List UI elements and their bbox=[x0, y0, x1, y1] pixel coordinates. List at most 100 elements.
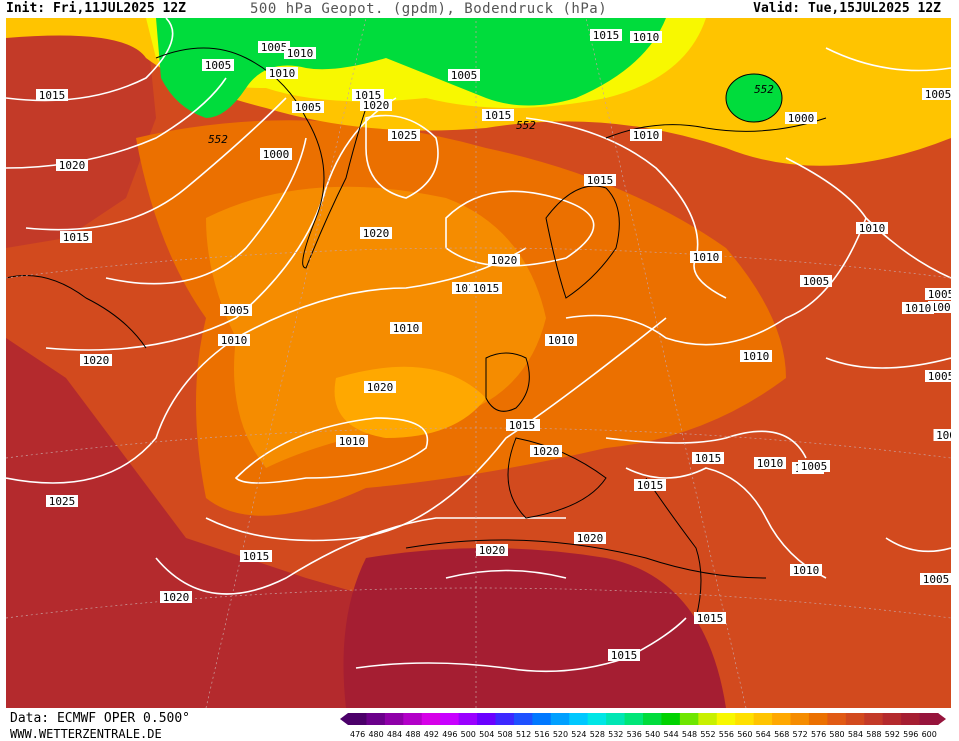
isobar-label: 1005 bbox=[223, 304, 250, 317]
isobar-label-box bbox=[36, 89, 68, 101]
colorbar-tick-label: 544 bbox=[663, 730, 678, 739]
isobar-label: 1010 bbox=[393, 322, 420, 335]
isobar bbox=[785, 157, 951, 279]
isobar-label-box bbox=[160, 591, 192, 603]
isobar bbox=[525, 117, 727, 299]
isobar-label-box bbox=[46, 495, 78, 507]
geopotential-label: 552 bbox=[516, 119, 536, 132]
valid-time: Valid: Tue,15JUL2025 12Z bbox=[753, 1, 941, 16]
isobar-label: 1015 bbox=[63, 231, 90, 244]
colorbar-swatch bbox=[348, 713, 367, 725]
isobar-label-box bbox=[922, 88, 951, 100]
colorbar-tick-label: 500 bbox=[461, 730, 476, 739]
colorbar-tick-label: 600 bbox=[922, 730, 937, 739]
isobar-label: 1000 bbox=[788, 112, 815, 125]
colorbar-swatch bbox=[864, 713, 884, 725]
isobar-label-box bbox=[902, 302, 934, 314]
isobar-label-box bbox=[284, 47, 316, 59]
isobar-label: 1020 bbox=[83, 354, 110, 367]
isobar-label-box bbox=[352, 89, 384, 101]
colorbar-tick-label: 588 bbox=[866, 730, 881, 739]
init-time: Init: Fri,11JUL2025 12Z bbox=[6, 1, 187, 16]
isobar-label-box bbox=[448, 69, 480, 81]
colorbar-swatch bbox=[808, 713, 828, 725]
isobar bbox=[105, 137, 307, 285]
isobar bbox=[825, 357, 951, 369]
arctic-coast bbox=[605, 117, 827, 139]
colorbar-tick-label: 476 bbox=[350, 730, 365, 739]
isobar-label-box bbox=[800, 275, 832, 287]
data-source: Data: ECMWF OPER 0.500° bbox=[10, 711, 191, 726]
isobar-label-box bbox=[506, 419, 538, 431]
isobar-label: 1010 bbox=[221, 334, 248, 347]
isobar-label: 100 bbox=[936, 429, 951, 442]
isobar-label-box bbox=[790, 564, 822, 576]
isobar-label-box bbox=[390, 322, 422, 334]
isobar-label: 1010 bbox=[743, 350, 770, 363]
isobar-label-box bbox=[925, 288, 951, 300]
colorbar-swatch bbox=[624, 713, 644, 725]
colorbar-tick-label: 516 bbox=[534, 730, 549, 739]
isobar-label: 1010 bbox=[548, 334, 575, 347]
isobar-label: 1015 bbox=[509, 419, 536, 432]
colorbar-swatch bbox=[735, 713, 755, 725]
colorbar-tick-label: 528 bbox=[590, 730, 605, 739]
isobar-label-box bbox=[925, 370, 951, 382]
isobar bbox=[445, 190, 595, 267]
colorbar-tick-label: 532 bbox=[608, 730, 623, 739]
isobar-label: 1010 bbox=[287, 47, 314, 60]
isobar bbox=[365, 114, 439, 199]
colorbar-tick-label: 572 bbox=[793, 730, 808, 739]
isobar-label: 1010 bbox=[859, 222, 886, 235]
colorbar-tick-label: 488 bbox=[405, 730, 420, 739]
isobar bbox=[625, 467, 827, 579]
isobar-label: 1025 bbox=[391, 129, 418, 142]
italy-coast bbox=[645, 477, 702, 619]
geopotential-label: 552 bbox=[208, 133, 228, 146]
isobar-label-box bbox=[336, 435, 368, 447]
isobar-label-box bbox=[630, 129, 662, 141]
colorbar-tick-label: 492 bbox=[424, 730, 439, 739]
colorbar-swatch bbox=[458, 713, 478, 725]
isobar-label: 1005 bbox=[451, 69, 478, 82]
isobar-label: 1020 bbox=[59, 159, 86, 172]
isobar-label: 1015 bbox=[485, 109, 512, 122]
header: Init: Fri,11JUL2025 12Z 500 hPa Geopot. … bbox=[0, 0, 959, 18]
isobar-label: 1020 bbox=[363, 227, 390, 240]
colorbar-swatch bbox=[790, 713, 810, 725]
colorbar-tick-label: 556 bbox=[719, 730, 734, 739]
colorbar-swatch bbox=[845, 713, 865, 725]
colorbar: 476 480 484 488 492 496 500 504 508 512 516 520 524 5… bbox=[340, 713, 946, 739]
colorbar-tick-label: 480 bbox=[368, 730, 383, 739]
map-canvas: 1015 1005 1010 1005 1010 1015 1020 1020 1025 1010… bbox=[6, 18, 951, 708]
colorbar-swatch bbox=[477, 713, 496, 725]
isobar-label-box bbox=[630, 31, 662, 43]
colorbar-swatch bbox=[403, 713, 423, 725]
siberian-low-region bbox=[725, 73, 783, 123]
lat-lon-grid bbox=[6, 18, 951, 708]
colorbar-min-arrow bbox=[340, 713, 348, 725]
isobar-label-box bbox=[933, 429, 951, 441]
isobar-label-box bbox=[364, 381, 396, 393]
colorbar-tick-label: 504 bbox=[479, 730, 494, 739]
isobar-label-box bbox=[476, 544, 508, 556]
isobar-label: 1005 bbox=[295, 101, 322, 114]
isobar-label: 1005 bbox=[931, 301, 951, 314]
colorbar-tick-label: 524 bbox=[571, 730, 586, 739]
colorbar-swatch bbox=[606, 713, 626, 725]
isobar-label: 1010 bbox=[339, 435, 366, 448]
colorbar-tick-label: 576 bbox=[811, 730, 826, 739]
isobar-label-box bbox=[692, 452, 724, 464]
colorbar-tick-label: 580 bbox=[829, 730, 844, 739]
isobar-label: 1010 bbox=[633, 129, 660, 142]
isobar-label: 1015 bbox=[587, 174, 614, 187]
isobar-label: 1020 bbox=[363, 99, 390, 112]
isobar-label-box bbox=[690, 251, 722, 263]
isobar bbox=[234, 417, 429, 484]
weather-map: 1015 1005 1010 1005 1010 1015 1020 1020 1025 1010… bbox=[6, 18, 951, 708]
isobar-label-box bbox=[754, 457, 786, 469]
isobar-label: 1020 bbox=[491, 254, 518, 267]
colorbar-swatch bbox=[772, 713, 791, 725]
colorbar-swatch bbox=[698, 713, 718, 725]
isobar-label: 1000 bbox=[263, 148, 290, 161]
